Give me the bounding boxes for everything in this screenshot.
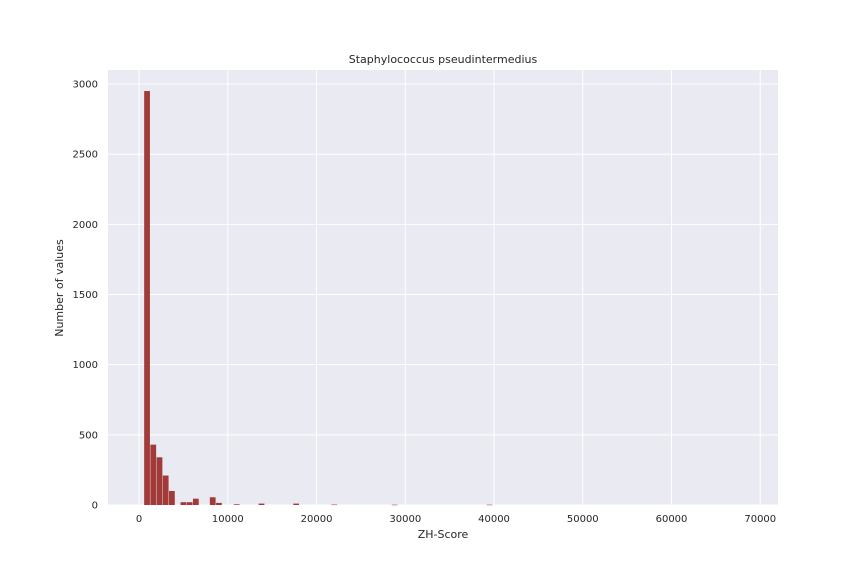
x-tick-label: 70000 bbox=[744, 514, 776, 525]
histogram-bar bbox=[186, 502, 193, 505]
x-tick-label: 50000 bbox=[567, 514, 599, 525]
x-axis-label: ZH-Score bbox=[418, 528, 469, 541]
histogram-bar bbox=[162, 475, 169, 505]
histogram-bar bbox=[331, 504, 338, 506]
histogram-bar bbox=[391, 504, 398, 506]
plot-area bbox=[108, 70, 778, 505]
y-tick-label: 1500 bbox=[73, 290, 98, 301]
grid-lines bbox=[108, 70, 778, 506]
y-tick-label: 2000 bbox=[73, 220, 98, 231]
histogram-bar bbox=[293, 503, 300, 505]
histogram-bar bbox=[169, 490, 175, 505]
x-tick-label: 20000 bbox=[301, 514, 333, 525]
x-tick-label: 40000 bbox=[478, 514, 510, 525]
y-tick-label: 500 bbox=[79, 430, 98, 441]
chart-title: Staphylococcus pseudintermedius bbox=[349, 53, 538, 66]
x-tick-label: 30000 bbox=[389, 514, 421, 525]
y-tick-label: 3000 bbox=[73, 80, 98, 91]
y-tick-labels: 0 500 1000 1500 2000 2500 3000 bbox=[73, 80, 98, 512]
histogram-bar bbox=[486, 504, 493, 506]
bars bbox=[144, 91, 493, 506]
x-tick-label: 0 bbox=[136, 514, 142, 525]
histogram-bar bbox=[216, 502, 222, 505]
histogram-bar bbox=[180, 502, 187, 505]
histogram-bar bbox=[144, 91, 150, 505]
x-tick-label: 60000 bbox=[656, 514, 688, 525]
histogram-bar bbox=[233, 504, 240, 505]
y-tick-label: 1000 bbox=[73, 360, 98, 371]
x-tick-labels: 0 10000 20000 30000 40000 50000 60000 70000 bbox=[136, 514, 776, 525]
x-tick-label: 10000 bbox=[212, 514, 244, 525]
y-tick-label: 0 bbox=[92, 501, 98, 512]
histogram-bar bbox=[156, 457, 163, 505]
histogram-bar bbox=[258, 503, 265, 505]
histogram-bar bbox=[192, 498, 199, 505]
histogram-bar bbox=[209, 497, 216, 505]
y-axis-label: Number of values bbox=[53, 239, 66, 337]
y-tick-label: 2500 bbox=[73, 150, 98, 161]
histogram-bar bbox=[150, 444, 157, 505]
